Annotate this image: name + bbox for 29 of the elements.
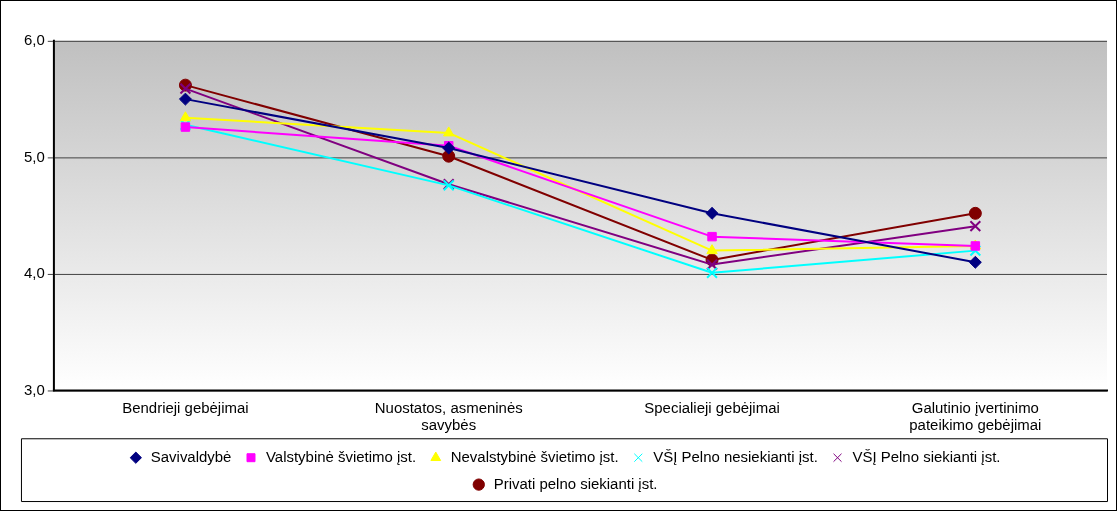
legend-label: Valstybinė švietimo įst.	[265, 447, 417, 465]
point	[968, 206, 982, 220]
x-tick-label: Nuostatos, asmeninės savybės	[374, 398, 523, 434]
point	[706, 244, 718, 255]
x-tick-label: Bendrieji gebėjimai	[122, 398, 249, 416]
point	[442, 141, 456, 155]
point	[443, 126, 455, 137]
point	[178, 92, 192, 106]
point	[706, 258, 718, 271]
legend-label: Savivaldybė	[150, 447, 232, 465]
point	[969, 244, 982, 257]
legend-label: VŠĮ Pelno siekianti įst.	[852, 447, 1001, 465]
point	[179, 82, 192, 95]
point	[706, 266, 718, 279]
point	[179, 111, 192, 122]
point	[968, 255, 982, 269]
point	[969, 220, 982, 233]
y-tick-label: 3,0	[23, 380, 45, 398]
y-tick-label: 4,0	[23, 264, 45, 282]
y-tick-label: 6,0	[23, 30, 45, 48]
x-tick-label: Galutinio įvertinimo pateikimo gebėjimai	[909, 398, 1042, 434]
legend-label: Privati pelno siekianti įst.	[493, 474, 658, 492]
x-tick-label: Specialieji gebėjimai	[644, 398, 780, 416]
point	[705, 206, 719, 220]
y-tick-label: 5,0	[23, 147, 45, 165]
point	[707, 231, 717, 242]
point	[180, 122, 191, 132]
legend-label: VŠĮ Pelno nesiekianti įst.	[653, 447, 818, 465]
legend-label: Nevalstybinė švietimo įst.	[450, 447, 619, 465]
